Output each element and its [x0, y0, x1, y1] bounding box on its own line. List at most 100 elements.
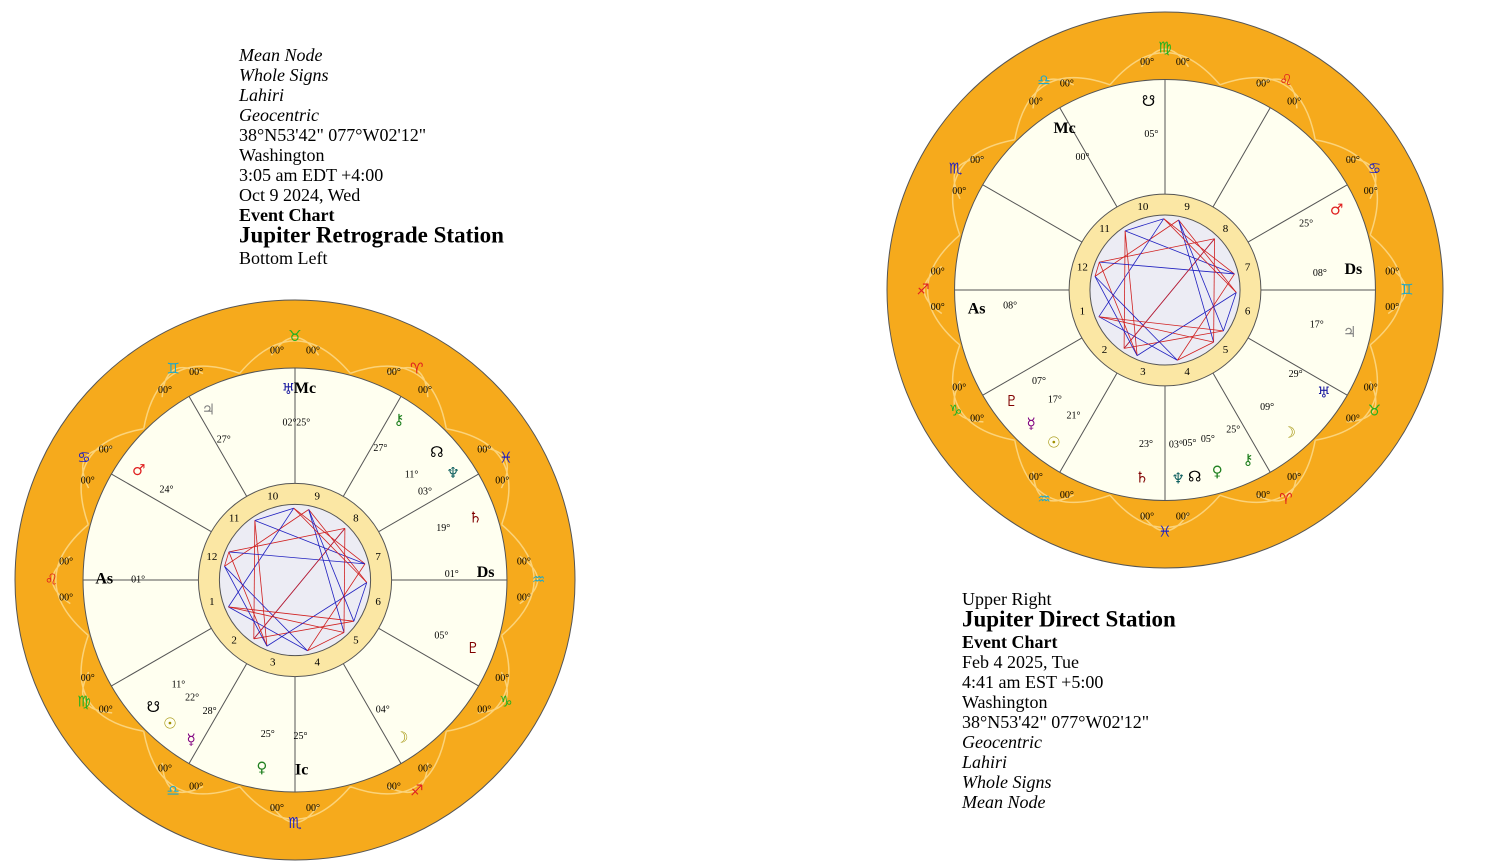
point-glyph: ⚷ — [393, 411, 404, 429]
point-degree: 03° — [418, 487, 432, 498]
sign-glyph: ♒ — [532, 571, 545, 589]
house-number: 6 — [375, 596, 381, 608]
cusp-degree: 00° — [99, 444, 113, 455]
aspect-line — [1178, 219, 1237, 293]
aspect-line — [308, 509, 355, 622]
aspect-line — [1098, 316, 1224, 332]
aspect-line — [1177, 341, 1214, 361]
header-line: 4:41 am EST +5:00 — [962, 672, 1103, 692]
cusp-degree: 00° — [952, 186, 966, 197]
point-glyph: ♅ — [1317, 384, 1330, 402]
point-glyph: ☋ — [147, 698, 160, 716]
aspect-line — [1178, 219, 1215, 343]
house-number: 8 — [1223, 223, 1229, 235]
point-degree: 23° — [1139, 439, 1153, 450]
point-glyph: ♄ — [1135, 468, 1148, 486]
cusp-degree: 00° — [387, 367, 401, 378]
point-degree: 07° — [1032, 376, 1046, 387]
aspect-line — [224, 566, 268, 647]
point-degree: 11° — [405, 469, 419, 480]
point-glyph: As — [95, 571, 113, 588]
aspect-line — [307, 632, 345, 652]
house-cusp — [111, 473, 212, 533]
cusp-degree: 00° — [1385, 266, 1399, 277]
point-degree: 04° — [376, 704, 390, 715]
point-glyph: ♀ — [1212, 463, 1223, 481]
house-cusp — [111, 627, 212, 687]
house-number: 4 — [1184, 366, 1190, 378]
chart-title: Jupiter Retrograde Station — [239, 222, 504, 247]
aspect-line — [1163, 218, 1237, 293]
house-number: 5 — [353, 634, 359, 646]
cusp-degree: 00° — [1256, 490, 1270, 501]
cusp-degree: 00° — [477, 704, 491, 715]
house-number: 2 — [231, 634, 237, 646]
point-glyph: ☊ — [1188, 468, 1201, 486]
cusp-degree: 00° — [477, 444, 491, 455]
cusp-degree: 00° — [387, 782, 401, 793]
sign-glyph: ♑ — [949, 401, 962, 419]
cusp-degree: 00° — [189, 782, 203, 793]
aspect-line — [228, 551, 366, 565]
point-glyph: ♇ — [1005, 392, 1018, 410]
house-cusp — [1247, 184, 1348, 243]
header-line: Lahiri — [238, 85, 284, 105]
point-glyph: ☽ — [1283, 423, 1296, 441]
cusp-degree: 00° — [1060, 490, 1074, 501]
point-degree: 05° — [1182, 438, 1196, 449]
point-glyph: Ds — [477, 564, 495, 581]
point-degree: 02° — [283, 418, 297, 429]
point-degree: 27° — [373, 443, 387, 454]
point-degree: 21° — [1066, 410, 1080, 421]
aspect-line — [1094, 276, 1178, 361]
aspect-line — [224, 566, 308, 652]
header-line: Washington — [962, 692, 1048, 712]
aspect-line — [1099, 261, 1235, 275]
cusp-degree: 00° — [189, 367, 203, 378]
aspect-line — [307, 563, 366, 651]
cusp-degree: 00° — [1060, 79, 1074, 90]
point-glyph: ♃ — [1343, 323, 1356, 341]
aspect-line — [254, 507, 294, 521]
cusp-degree: 00° — [306, 803, 320, 814]
aspect-line — [228, 606, 308, 652]
house-number: 7 — [375, 551, 381, 563]
header-line: Mean Node — [238, 45, 322, 65]
point-degree: 17° — [1048, 394, 1062, 405]
point-degree: 01° — [445, 569, 459, 580]
cusp-degree: 00° — [952, 382, 966, 393]
point-glyph: Mc — [1054, 120, 1076, 137]
point-glyph: ♇ — [466, 639, 479, 657]
point-degree: 09° — [1260, 402, 1274, 413]
aspect-line — [266, 582, 367, 647]
cusp-degree: 00° — [1176, 57, 1190, 68]
header-line: Geocentric — [962, 732, 1042, 752]
point-degree: 11° — [172, 679, 186, 690]
cusp-degree: 00° — [1029, 472, 1043, 483]
aspect-line — [228, 507, 295, 608]
sign-glyph: ♓ — [1158, 522, 1171, 540]
point-degree: 03° — [1169, 440, 1183, 451]
point-degree: 24° — [160, 484, 174, 495]
house-cusp — [342, 396, 402, 497]
aspect-field — [1089, 214, 1241, 366]
cusp-degree: 00° — [270, 803, 284, 814]
cusp-degree: 00° — [1140, 512, 1154, 523]
house-number: 11 — [1099, 223, 1110, 235]
header-line: Event Chart — [239, 205, 335, 225]
point-glyph: Ds — [1344, 261, 1362, 278]
cusp-degree: 00° — [1364, 186, 1378, 197]
header-line: Oct 9 2024, Wed — [239, 185, 360, 205]
point-glyph: ♂ — [132, 461, 145, 479]
house-cusp — [982, 184, 1083, 243]
sign-glyph: ♋ — [1368, 160, 1381, 178]
point-degree: 29° — [1289, 369, 1303, 380]
house-cusp — [188, 396, 248, 497]
sign-glyph: ♒ — [1037, 490, 1050, 508]
point-glyph: Mc — [294, 380, 316, 397]
point-degree: 17° — [1310, 319, 1324, 330]
point-degree: 25° — [1226, 424, 1240, 435]
cusp-degree: 00° — [59, 556, 73, 567]
cusp-degree: 00° — [1256, 79, 1270, 90]
